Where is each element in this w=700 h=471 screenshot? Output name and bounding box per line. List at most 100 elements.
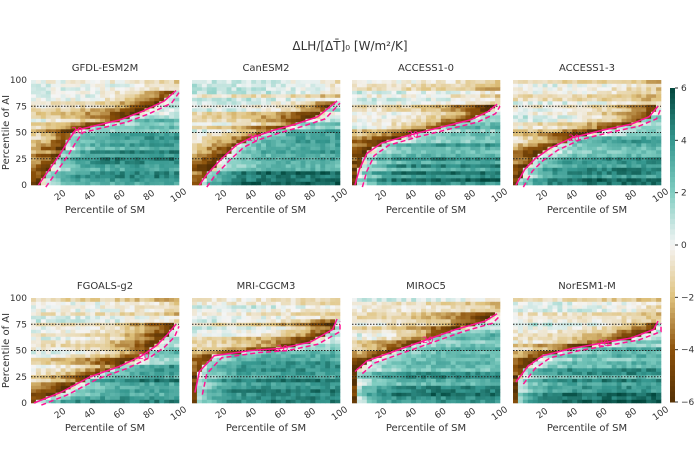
heatmap-cell [41, 98, 46, 102]
heatmap-cell [548, 140, 553, 144]
heatmap-cell [154, 133, 159, 137]
heatmap-cell [241, 175, 246, 179]
heatmap-cell [548, 101, 553, 105]
heatmap-cell [357, 84, 362, 88]
heatmap-cell [169, 396, 174, 400]
heatmap-cell [100, 365, 105, 369]
heatmap-cell [31, 119, 36, 123]
heatmap-cell [149, 337, 154, 341]
heatmap-cell [391, 126, 396, 130]
heatmap-cell [80, 344, 85, 348]
heatmap-cell [197, 91, 202, 95]
heatmap-cell [411, 98, 416, 102]
heatmap-cell [261, 178, 266, 182]
heatmap-cell [401, 126, 406, 130]
heatmap-cell [602, 91, 607, 95]
heatmap-cell [646, 178, 651, 182]
x-tick-label: 100 [330, 187, 350, 205]
heatmap-cell [169, 147, 174, 151]
heatmap-cell [227, 140, 232, 144]
heatmap-cell [352, 98, 357, 102]
heatmap-cell [577, 178, 582, 182]
heatmap-cell [61, 358, 66, 362]
heatmap-cell [577, 154, 582, 158]
heatmap-cell [85, 136, 90, 140]
heatmap-cell [490, 94, 495, 98]
heatmap-cell [538, 112, 543, 116]
heatmap-cell [577, 112, 582, 116]
heatmap-cell [115, 178, 120, 182]
heatmap-cell [572, 171, 577, 175]
heatmap-cell [301, 389, 306, 393]
heatmap-cell [315, 161, 320, 165]
heatmap-cell [159, 379, 164, 383]
heatmap-cell [436, 150, 441, 154]
heatmap-cell [125, 340, 130, 344]
heatmap-cell [120, 101, 125, 105]
heatmap-cell [367, 171, 372, 175]
heatmap-cell [281, 143, 286, 147]
heatmap-cell [286, 368, 291, 372]
heatmap-cell [154, 302, 159, 306]
heatmap-cell [315, 365, 320, 369]
heatmap-cell [241, 368, 246, 372]
heatmap-cell [80, 182, 85, 186]
heatmap-cell [567, 150, 572, 154]
heatmap-cell [636, 94, 641, 98]
heatmap-cell [431, 80, 436, 84]
heatmap-cell [651, 80, 656, 84]
heatmap-cell [305, 91, 310, 95]
heatmap-cell [31, 91, 36, 95]
heatmap-cell [305, 382, 310, 386]
heatmap-cell [41, 372, 46, 376]
heatmap-cell [169, 140, 174, 144]
heatmap-cell [291, 178, 296, 182]
heatmap-cell [85, 108, 90, 112]
heatmap-cell [261, 396, 266, 400]
heatmap-cell [362, 91, 367, 95]
heatmap-cell [231, 382, 236, 386]
heatmap-cell [256, 178, 261, 182]
heatmap-cell [66, 319, 71, 323]
heatmap-cell [159, 178, 164, 182]
heatmap-cell [51, 372, 56, 376]
heatmap-cell [362, 94, 367, 98]
heatmap-cell [56, 358, 61, 362]
heatmap-cell [406, 119, 411, 123]
heatmap-cell [646, 182, 651, 186]
heatmap-cell [382, 136, 387, 140]
heatmap-cell [236, 126, 241, 130]
heatmap-cell [130, 143, 135, 147]
heatmap-cell [325, 94, 330, 98]
heatmap-cell [85, 316, 90, 320]
heatmap-cell [577, 150, 582, 154]
heatmap-cell [626, 98, 631, 102]
heatmap-cell [291, 119, 296, 123]
heatmap-cell [154, 319, 159, 323]
heatmap-cell [251, 147, 256, 151]
heatmap-cell [149, 98, 154, 102]
heatmap-cell [401, 87, 406, 91]
heatmap-cell [174, 84, 179, 88]
heatmap-cell [572, 94, 577, 98]
heatmap-cell [416, 94, 421, 98]
heatmap-cell [335, 150, 340, 154]
heatmap-cell [310, 161, 315, 165]
heatmap-cell [622, 119, 627, 123]
heatmap-cell [528, 98, 533, 102]
heatmap-cell [144, 393, 149, 397]
heatmap-cell [115, 358, 120, 362]
heatmap-cell [401, 154, 406, 158]
heatmap-cell [310, 382, 315, 386]
heatmap-cell [115, 302, 120, 306]
heatmap-cell [159, 154, 164, 158]
heatmap-cell [533, 119, 538, 123]
heatmap-cell [436, 87, 441, 91]
heatmap-cell [513, 94, 518, 98]
heatmap-cell [490, 164, 495, 168]
heatmap-cell [164, 91, 169, 95]
heatmap-cell [651, 115, 656, 119]
heatmap-cell [465, 87, 470, 91]
heatmap-cell [587, 80, 592, 84]
heatmap-cell [406, 94, 411, 98]
